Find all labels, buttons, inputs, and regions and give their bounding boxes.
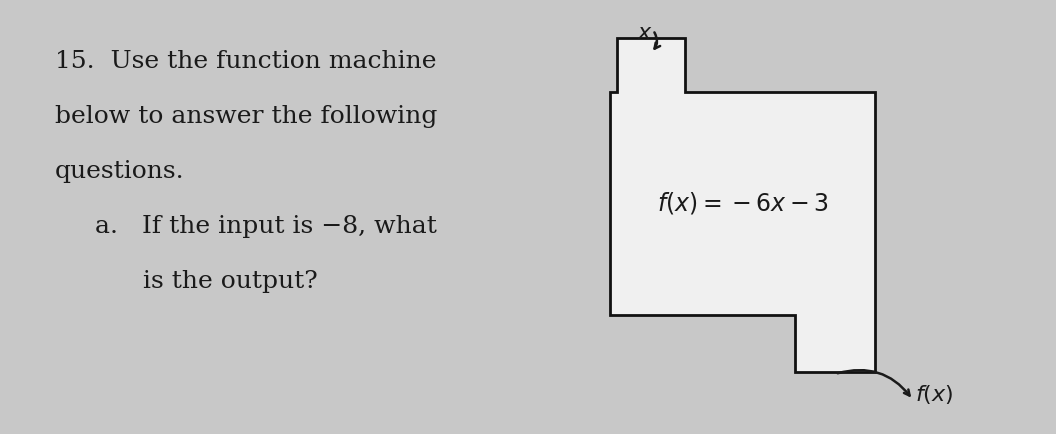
Text: below to answer the following: below to answer the following (55, 105, 437, 128)
Polygon shape (610, 38, 875, 372)
Text: a.   If the input is −8, what: a. If the input is −8, what (95, 215, 437, 238)
Text: $f(x)$: $f(x)$ (914, 384, 954, 407)
Text: 15.  Use the function machine: 15. Use the function machine (55, 50, 436, 73)
Text: $f(x) = -6x - 3$: $f(x) = -6x - 3$ (657, 191, 829, 217)
Text: questions.: questions. (55, 160, 185, 183)
Text: is the output?: is the output? (95, 270, 318, 293)
Text: $x$: $x$ (637, 22, 653, 44)
